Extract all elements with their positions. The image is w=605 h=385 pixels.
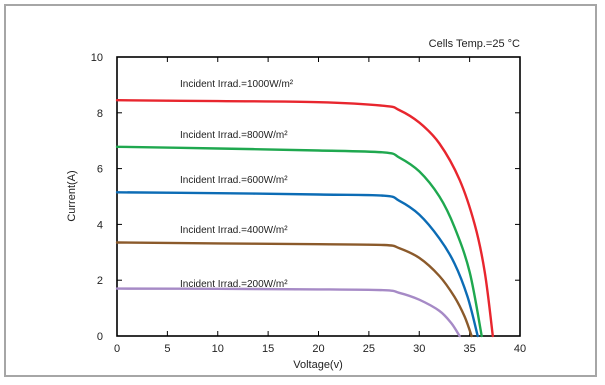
axis-ticks xyxy=(116,56,521,337)
y-tick-label: 4 xyxy=(97,219,103,231)
y-tick-label: 0 xyxy=(97,331,103,343)
cells-temperature-annotation: Cells Temp.=25 °C xyxy=(429,38,520,50)
x-tick-label: 35 xyxy=(464,343,476,355)
series-label-5: Incident Irrad.=200W/m² xyxy=(180,279,288,290)
series-label-1: Incident Irrad.=1000W/m² xyxy=(180,79,294,90)
series-line-5 xyxy=(115,287,461,338)
y-tick-label: 2 xyxy=(97,275,103,287)
curve-labels: Incident Irrad.=1000W/m² Incident Irrad.=… xyxy=(180,79,294,290)
series-label-2: Incident Irrad.=800W/m² xyxy=(180,130,288,141)
y-tick-label: 6 xyxy=(97,164,103,176)
x-tick-label: 10 xyxy=(212,343,224,355)
chart-frame xyxy=(4,4,597,377)
series-line-3 xyxy=(115,191,479,338)
y-axis-title: Current(A) xyxy=(66,170,78,221)
series-label-4: Incident Irrad.=400W/m² xyxy=(180,225,288,236)
x-tick-label: 40 xyxy=(514,343,526,355)
y-tick-label: 10 xyxy=(91,52,103,64)
series-label-3: Incident Irrad.=600W/m² xyxy=(180,175,288,186)
series-line-2 xyxy=(115,145,483,338)
series-line-4 xyxy=(115,241,473,338)
plot-area xyxy=(116,56,521,337)
axis-tick-labels: 0 5 10 15 20 25 30 35 40 0 2 4 6 8 10 xyxy=(91,52,526,355)
x-axis-title: Voltage(v) xyxy=(293,359,343,371)
x-tick-label: 25 xyxy=(363,343,375,355)
series-line-1 xyxy=(115,99,494,338)
x-tick-label: 0 xyxy=(114,343,120,355)
x-tick-label: 15 xyxy=(262,343,274,355)
x-tick-label: 20 xyxy=(312,343,324,355)
y-tick-label: 8 xyxy=(97,108,103,120)
x-tick-label: 30 xyxy=(413,343,425,355)
x-tick-label: 5 xyxy=(164,343,170,355)
iv-curves xyxy=(115,99,494,338)
